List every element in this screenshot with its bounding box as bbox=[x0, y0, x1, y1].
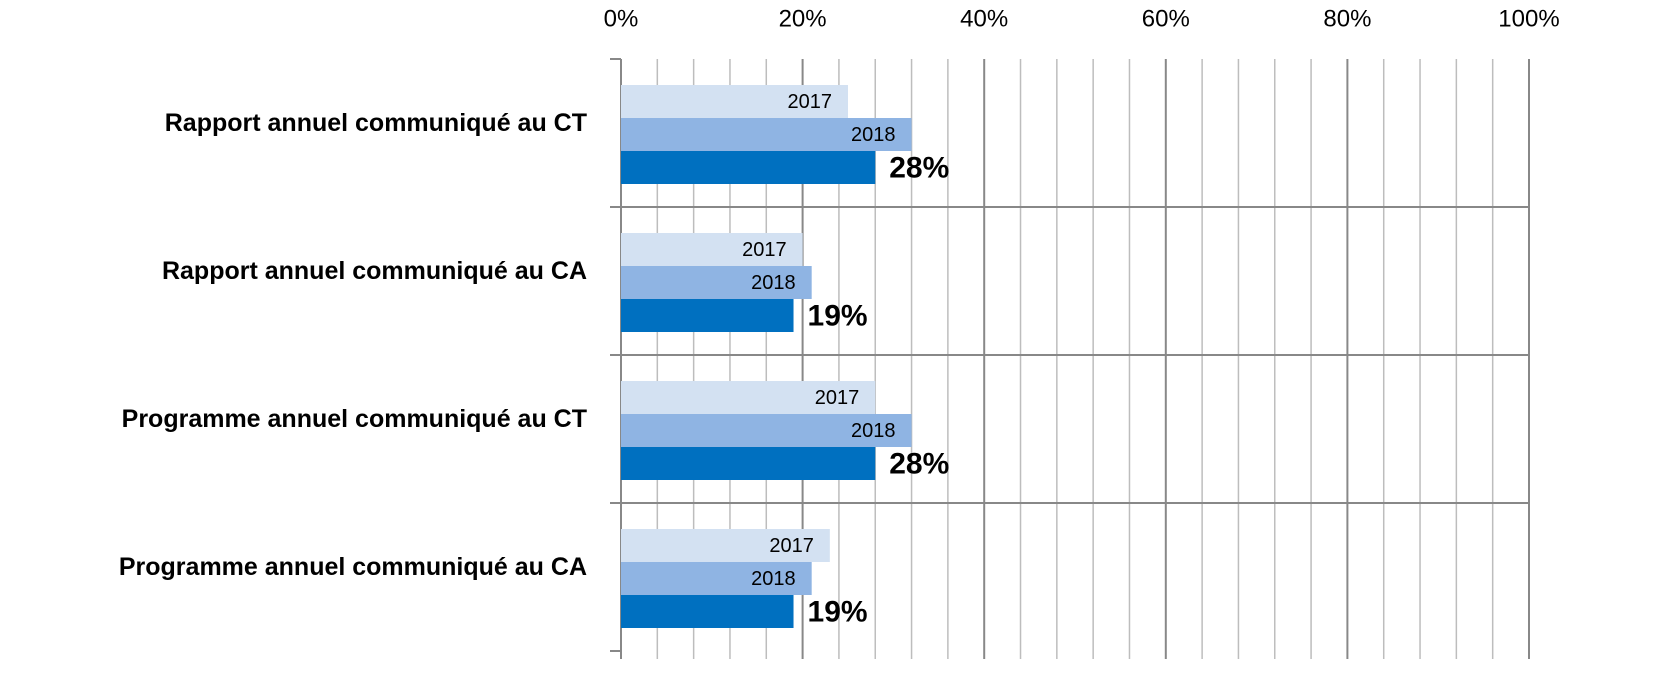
bar-series-label: 2017 bbox=[788, 91, 833, 113]
bar bbox=[621, 266, 812, 299]
bar bbox=[621, 447, 876, 480]
bar bbox=[621, 381, 876, 414]
bar bbox=[621, 299, 794, 332]
x-tick-label: 40% bbox=[960, 5, 1008, 32]
value-label: 19% bbox=[808, 299, 868, 332]
bar bbox=[621, 151, 876, 184]
category-label: Programme annuel communiqué au CT bbox=[122, 405, 587, 433]
x-tick-label: 100% bbox=[1498, 5, 1559, 32]
value-label: 28% bbox=[889, 447, 949, 480]
bar-series-label: 2018 bbox=[751, 272, 796, 294]
bar bbox=[621, 233, 803, 266]
bar bbox=[621, 595, 794, 628]
bar bbox=[621, 118, 912, 151]
x-tick-label: 20% bbox=[779, 5, 827, 32]
x-tick-label: 0% bbox=[604, 5, 639, 32]
bar-series-label: 2018 bbox=[751, 568, 796, 590]
value-label: 19% bbox=[808, 595, 868, 628]
x-tick-label: 80% bbox=[1323, 5, 1371, 32]
x-tick-label: 60% bbox=[1142, 5, 1190, 32]
category-label: Rapport annuel communiqué au CA bbox=[162, 257, 587, 285]
category-label: Programme annuel communiqué au CA bbox=[119, 553, 587, 581]
category-label: Rapport annuel communiqué au CT bbox=[165, 109, 587, 137]
bar bbox=[621, 414, 912, 447]
bar-series-label: 2017 bbox=[742, 239, 787, 261]
bar-series-label: 2018 bbox=[851, 420, 896, 442]
bar bbox=[621, 85, 848, 118]
value-label: 28% bbox=[889, 151, 949, 184]
bar bbox=[621, 562, 812, 595]
bar-series-label: 2017 bbox=[815, 387, 860, 409]
bar-series-label: 2017 bbox=[769, 535, 814, 557]
bar bbox=[621, 529, 830, 562]
bar-series-label: 2018 bbox=[851, 124, 896, 146]
